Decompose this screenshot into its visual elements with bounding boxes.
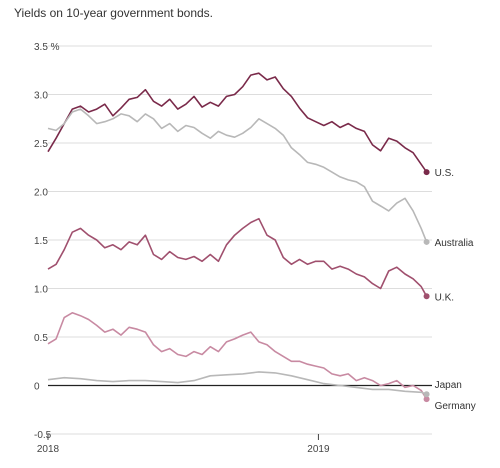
chart-title: Yields on 10-year government bonds.	[14, 6, 214, 20]
series-label-germany: Germany	[435, 401, 476, 412]
y-tick-label: 3.5 %	[34, 42, 60, 53]
y-tick-label: 2.0	[34, 188, 48, 199]
y-tick-label: 0.5	[34, 333, 48, 344]
series-line-us	[47, 72, 428, 173]
axes: -0.5 0 0.5 1.0 1.5 2.0 2.5 3.0 3.5 % 2018 2019	[34, 42, 330, 455]
series-label-japan: Japan	[435, 380, 462, 391]
series-end-point-us	[423, 169, 430, 176]
series-end-point-uk	[423, 293, 430, 300]
y-tick-label: 1.0	[34, 285, 48, 296]
y-tick-label: 0	[34, 382, 40, 393]
x-tick-label: 2018	[37, 444, 60, 455]
series-labels: U.S. Australia U.K. Germany Japan	[435, 168, 476, 412]
series-label-uk: U.K.	[435, 292, 454, 303]
series-line-australia	[47, 108, 428, 243]
series-lines	[47, 72, 430, 403]
series-line-japan	[47, 371, 427, 395]
series-line-uk	[47, 217, 428, 297]
series-label-us: U.S.	[435, 168, 454, 179]
y-tick-label: 1.5	[34, 236, 48, 247]
series-end-point-australia	[423, 238, 430, 245]
y-tick-label: -0.5	[34, 430, 52, 441]
series-line-germany	[47, 311, 428, 400]
y-tick-label: 2.5	[34, 139, 48, 150]
y-tick-label: 3.0	[34, 91, 48, 102]
grid	[48, 45, 432, 435]
series-end-point-germany	[423, 396, 430, 403]
series-label-australia: Australia	[435, 238, 474, 249]
series-end-point-japan	[423, 391, 430, 398]
x-tick-label: 2019	[307, 444, 330, 455]
